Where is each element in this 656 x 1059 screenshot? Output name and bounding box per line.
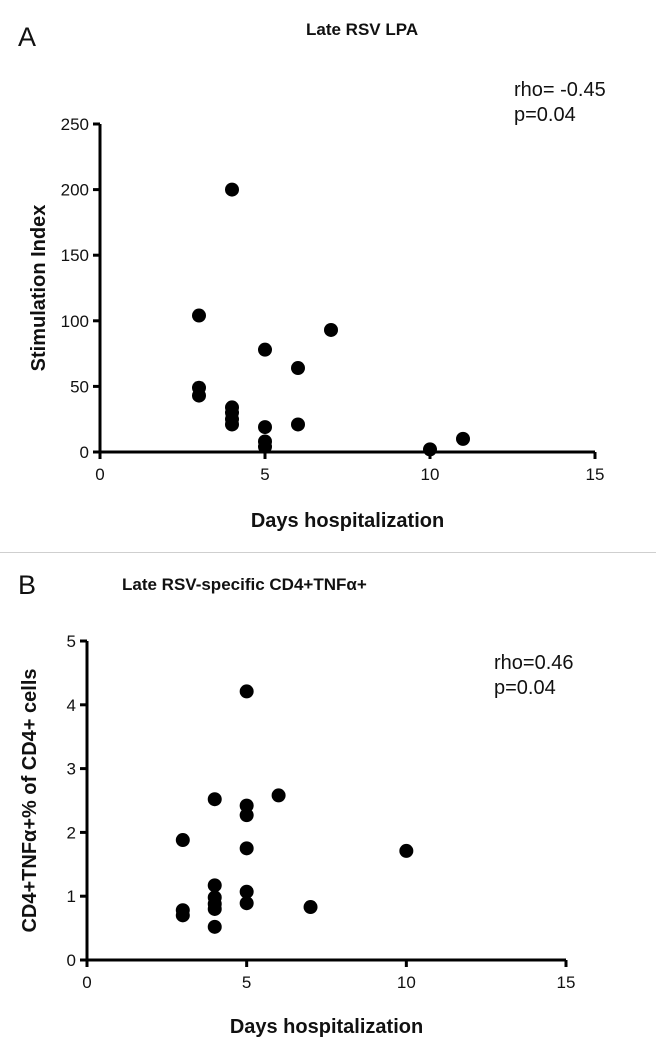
x-tick-label: 5 xyxy=(260,465,269,484)
data-point xyxy=(239,808,254,823)
y-tick-label: 250 xyxy=(61,115,89,134)
data-point xyxy=(291,417,305,432)
data-point xyxy=(324,322,338,337)
data-point xyxy=(192,308,206,323)
x-tick-label: 0 xyxy=(95,465,104,484)
x-axis-label: Days hospitalization xyxy=(230,1016,423,1038)
x-axis-label: Days hospitalization xyxy=(251,510,444,532)
data-point xyxy=(225,182,239,197)
y-axis-label: Stimulation Index xyxy=(28,205,50,372)
data-point xyxy=(175,833,190,848)
scatter-plot-b: 0 1 2 3 4 5 0 5 10 15 Days hospitalization CD4+TNFα… xyxy=(19,632,576,1038)
data-point xyxy=(399,843,414,858)
x-tick-label: 10 xyxy=(397,973,416,992)
y-axis-label: CD4+TNFα+% of CD4+ cells xyxy=(19,668,41,932)
x-tick-label: 15 xyxy=(586,465,605,484)
y-tick-label: 0 xyxy=(67,951,76,970)
y-tick-label: 5 xyxy=(67,632,76,651)
data-point xyxy=(258,420,272,435)
data-point xyxy=(192,388,206,403)
data-point xyxy=(175,908,190,923)
y-tick-label: 2 xyxy=(67,823,76,842)
data-point xyxy=(207,878,222,893)
p-value-label-b: p=0.04 xyxy=(494,677,556,699)
chart-title-b: Late RSV-specific CD4+TNFα+ xyxy=(122,575,367,594)
data-point xyxy=(291,361,305,376)
panel-letter-a: A xyxy=(18,22,37,52)
panel-a: A Late RSV LPA rho= -0.45 p=0.04 0 50 100 1… xyxy=(18,20,606,532)
y-tick-label: 4 xyxy=(67,696,76,715)
p-value-label-a: p=0.04 xyxy=(514,104,576,126)
stats-b: rho=0.46 p=0.04 xyxy=(494,651,574,701)
chart-title-a: Late RSV LPA xyxy=(306,20,419,39)
x-tick-label: 15 xyxy=(557,973,576,992)
y-tick-label: 150 xyxy=(61,246,89,265)
rho-label-a: rho= -0.45 xyxy=(514,79,606,101)
data-point xyxy=(207,919,222,934)
data-point xyxy=(207,792,222,807)
y-tick-label: 0 xyxy=(80,443,89,462)
y-tick-label: 50 xyxy=(70,377,89,396)
scatter-plot-a: 0 50 100 150 200 250 0 5 10 15 Days hospitalizatio… xyxy=(28,115,605,532)
x-tick-label: 5 xyxy=(242,973,251,992)
data-point xyxy=(239,884,254,899)
data-point xyxy=(239,841,254,856)
data-point xyxy=(271,788,286,803)
data-point xyxy=(225,417,239,432)
y-tick-label: 3 xyxy=(67,760,76,779)
data-point xyxy=(239,798,254,813)
x-tick-label: 10 xyxy=(421,465,440,484)
x-tick-label: 0 xyxy=(82,973,91,992)
data-point xyxy=(239,684,254,699)
y-tick-label: 1 xyxy=(67,887,76,906)
data-point xyxy=(239,896,254,911)
panel-b: B Late RSV-specific CD4+TNFα+ rho=0.46 p… xyxy=(0,553,656,1059)
data-point xyxy=(423,442,437,457)
panel-divider xyxy=(0,552,656,553)
data-point xyxy=(258,342,272,357)
y-tick-label: 200 xyxy=(61,181,89,200)
data-point xyxy=(456,431,470,446)
stats-a: rho= -0.45 p=0.04 xyxy=(514,78,606,128)
y-tick-label: 100 xyxy=(61,312,89,331)
data-point xyxy=(207,901,222,916)
data-point xyxy=(303,900,318,915)
panel-letter-b: B xyxy=(18,570,37,600)
data-point xyxy=(258,439,272,454)
rho-label-b: rho=0.46 xyxy=(494,652,574,674)
